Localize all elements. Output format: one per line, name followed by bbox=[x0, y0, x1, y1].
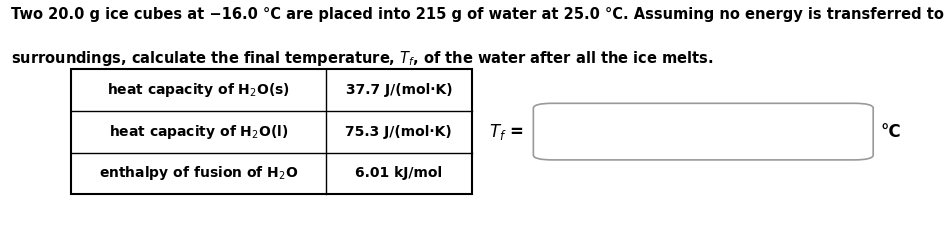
Text: surroundings, calculate the final temperature, $T_f$, of the water after all the: surroundings, calculate the final temper… bbox=[11, 49, 714, 68]
Text: 37.7 J/(mol·K): 37.7 J/(mol·K) bbox=[346, 83, 452, 97]
Text: $T_f$ =: $T_f$ = bbox=[489, 122, 524, 142]
Text: Two 20.0 g ice cubes at −16.0 °C are placed into 215 g of water at 25.0 °C. Assu: Two 20.0 g ice cubes at −16.0 °C are pla… bbox=[11, 7, 944, 22]
Text: °C: °C bbox=[881, 123, 902, 141]
Text: 75.3 J/(mol·K): 75.3 J/(mol·K) bbox=[346, 125, 452, 138]
Text: 6.01 kJ/mol: 6.01 kJ/mol bbox=[355, 167, 443, 180]
Text: enthalpy of fusion of H$_2$O: enthalpy of fusion of H$_2$O bbox=[99, 164, 297, 183]
Text: heat capacity of H$_2$O(l): heat capacity of H$_2$O(l) bbox=[109, 123, 288, 141]
Text: heat capacity of H$_2$O(s): heat capacity of H$_2$O(s) bbox=[107, 81, 290, 99]
